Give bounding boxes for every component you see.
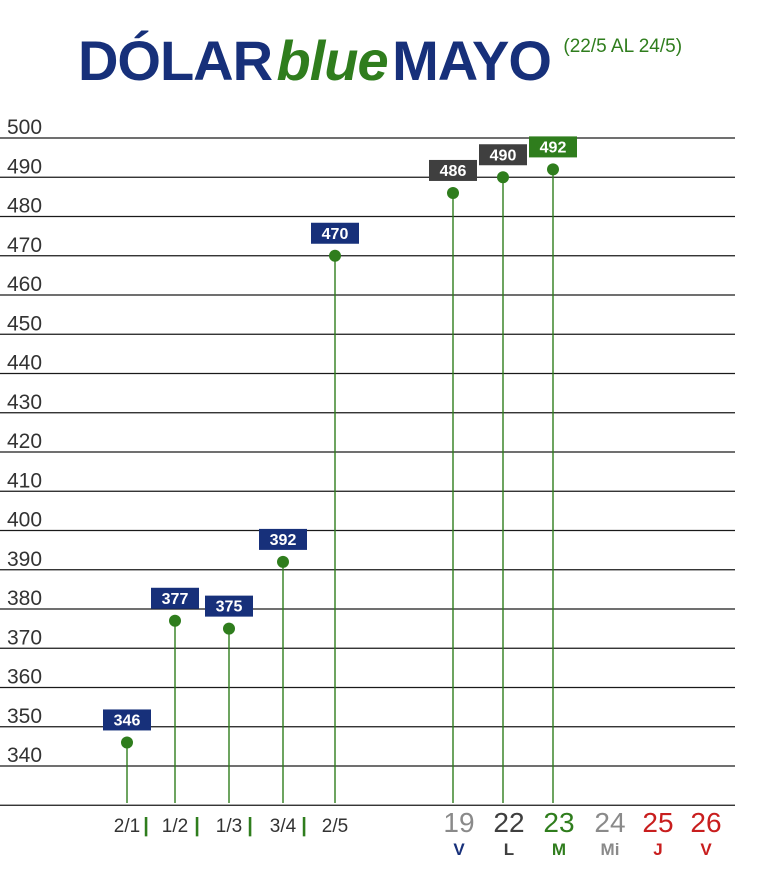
y-tick-label: 500 <box>7 116 42 139</box>
y-tick-label: 340 <box>7 744 42 767</box>
y-tick-label: 420 <box>7 430 42 453</box>
y-tick-label: 380 <box>7 587 42 610</box>
x-weekday-letter: J <box>653 840 662 859</box>
data-point <box>169 614 181 627</box>
data-label: 486 <box>440 163 467 180</box>
data-value-labels: 346 377 375 392 470 486 490 492 <box>103 136 577 731</box>
data-label: 470 <box>322 226 349 243</box>
data-point <box>277 555 289 568</box>
x-period-label: 1/3 <box>216 816 242 837</box>
x-weekday-letter: L <box>504 840 514 859</box>
y-tick-label: 490 <box>7 155 42 178</box>
y-tick-label: 450 <box>7 312 42 335</box>
x-period-label: 2/1 <box>114 816 140 837</box>
data-point <box>547 163 559 176</box>
x-weekday-letter: V <box>453 840 465 859</box>
y-tick-label: 480 <box>7 195 42 218</box>
data-label: 375 <box>216 599 243 616</box>
data-label-box <box>151 587 199 609</box>
x-separator: | <box>143 815 149 837</box>
x-weekday-letter: V <box>700 840 712 859</box>
x-axis-labels: 2/1 1/2 1/3 3/4 2/5 19 V 22 L 23 M | | | | 24 Mi 25 J 26 V <box>114 807 722 859</box>
grid-lines <box>0 137 735 806</box>
data-label-box <box>103 709 151 731</box>
x-period-label: 2/5 <box>322 816 348 837</box>
x-day-number: 19 <box>443 807 474 838</box>
x-day-number: 22 <box>493 807 524 838</box>
data-label: 377 <box>162 591 189 608</box>
x-separator: | <box>301 815 307 837</box>
y-tick-label: 350 <box>7 705 42 728</box>
data-points <box>121 163 559 749</box>
x-period-label: 1/2 <box>162 816 188 837</box>
data-point <box>223 622 235 635</box>
title-mayo: MAYO <box>392 29 552 92</box>
y-tick-label: 370 <box>7 626 42 649</box>
x-day-number: 25 <box>642 807 673 838</box>
data-label-box <box>529 136 577 158</box>
x-weekday-letter: M <box>552 840 566 859</box>
y-tick-label: 440 <box>7 352 42 375</box>
data-label-box <box>259 528 307 550</box>
x-period-label: 3/4 <box>270 816 297 837</box>
data-label-box <box>311 222 359 244</box>
y-tick-label: 390 <box>7 548 42 571</box>
data-point <box>447 186 459 199</box>
y-tick-label: 410 <box>7 469 42 492</box>
x-day-number: 23 <box>543 807 574 838</box>
x-separator: | <box>194 815 200 837</box>
data-label: 492 <box>540 139 567 156</box>
y-tick-label: 360 <box>7 666 42 689</box>
y-axis-tick-labels: 340 350 360 370 380 390 400 410 420 430 440 450 460 4… <box>7 116 42 767</box>
data-label-box <box>479 144 527 166</box>
data-label: 392 <box>270 532 297 549</box>
data-label: 490 <box>490 147 517 164</box>
data-stems <box>126 169 554 803</box>
data-label-box <box>429 159 477 181</box>
x-separator: | <box>247 815 253 837</box>
y-tick-label: 430 <box>7 391 42 414</box>
data-label: 346 <box>114 712 141 729</box>
data-point <box>329 249 341 262</box>
title-dolar: DÓLAR <box>77 29 273 92</box>
y-tick-label: 400 <box>7 509 42 532</box>
x-day-number: 26 <box>690 807 721 838</box>
chart-title: DÓLAR blue MAYO (22/5 AL 24/5) <box>0 28 760 93</box>
data-point <box>121 736 133 749</box>
title-date-range: (22/5 AL 24/5) <box>563 36 683 57</box>
x-weekday-letter: Mi <box>601 840 620 859</box>
y-tick-label: 460 <box>7 273 42 296</box>
x-day-number: 24 <box>594 807 625 838</box>
y-tick-label: 470 <box>7 234 42 257</box>
data-label-box <box>205 595 253 617</box>
data-point <box>497 171 509 184</box>
title-blue: blue <box>276 29 388 92</box>
